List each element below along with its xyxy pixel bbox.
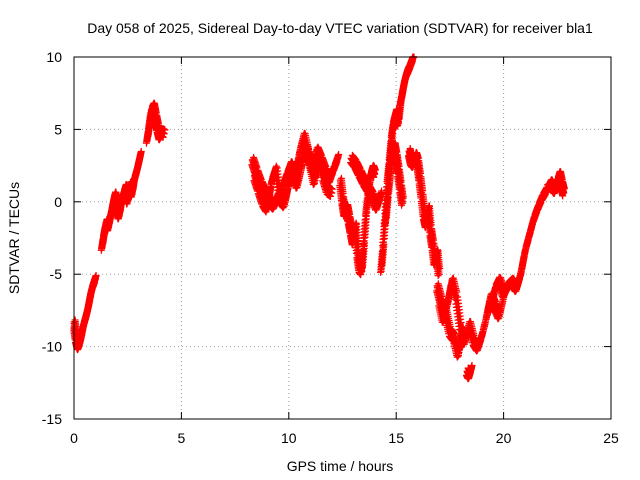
data-point [91, 275, 99, 283]
data-point [90, 279, 98, 287]
data-point [92, 272, 100, 280]
marks-layer [70, 53, 568, 383]
